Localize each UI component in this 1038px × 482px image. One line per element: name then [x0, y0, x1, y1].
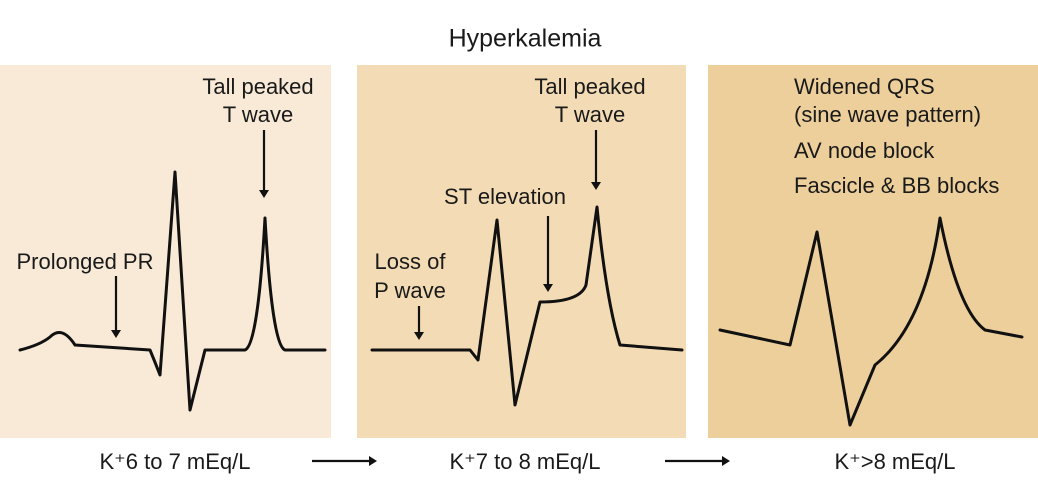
panel [0, 65, 331, 438]
ecg-trace [370, 205, 684, 407]
annotation: Widened QRS [794, 74, 935, 99]
annotation: T wave [555, 102, 626, 127]
annotation: Tall peaked [534, 74, 645, 99]
annotation: AV node block [794, 138, 935, 163]
annotation: Loss of [375, 249, 447, 274]
annotation: Prolonged PR [17, 249, 154, 274]
annotation: Tall peaked [202, 74, 313, 99]
potassium-label: K⁺6 to 7 mEq/L [99, 449, 250, 474]
annotation: ST elevation [444, 184, 566, 209]
potassium-label: K⁺7 to 8 mEq/L [449, 449, 600, 474]
annotation: T wave [223, 102, 294, 127]
title: Hyperkalemia [449, 25, 602, 53]
annotation: P wave [374, 278, 446, 303]
potassium-label: K⁺>8 mEq/L [834, 449, 955, 474]
annotation: Fascicle & BB blocks [794, 173, 999, 198]
ecg-trace [718, 216, 1024, 427]
ecg-trace [18, 170, 327, 412]
panel [708, 65, 1038, 438]
annotation: (sine wave pattern) [794, 102, 981, 127]
